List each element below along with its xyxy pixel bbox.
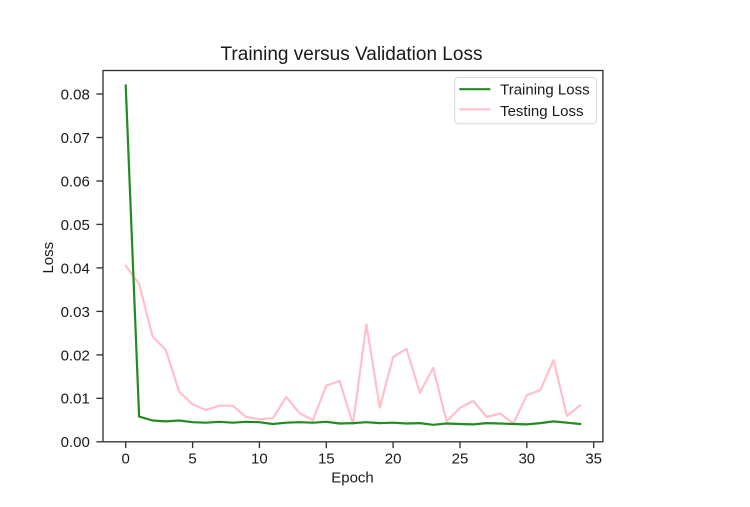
svg-text:0.07: 0.07 <box>61 130 90 147</box>
svg-text:0: 0 <box>122 450 130 467</box>
svg-text:Training versus Validation Los: Training versus Validation Loss <box>221 44 483 65</box>
svg-text:0.08: 0.08 <box>61 86 90 103</box>
svg-text:Epoch: Epoch <box>331 469 374 486</box>
svg-text:Testing Loss: Testing Loss <box>500 103 583 120</box>
svg-text:15: 15 <box>318 450 335 467</box>
svg-text:0.01: 0.01 <box>61 391 90 408</box>
svg-text:Loss: Loss <box>40 242 57 274</box>
svg-text:30: 30 <box>518 450 535 467</box>
svg-text:5: 5 <box>188 450 196 467</box>
svg-text:35: 35 <box>585 450 602 467</box>
svg-text:10: 10 <box>251 450 268 467</box>
svg-text:0.05: 0.05 <box>61 217 90 234</box>
svg-text:0.04: 0.04 <box>61 260 90 277</box>
svg-text:0.03: 0.03 <box>61 304 90 321</box>
svg-text:Training Loss: Training Loss <box>500 81 589 98</box>
svg-text:0.06: 0.06 <box>61 173 90 190</box>
svg-text:0.02: 0.02 <box>61 347 90 364</box>
svg-text:25: 25 <box>452 450 469 467</box>
svg-text:20: 20 <box>385 450 402 467</box>
svg-text:0.00: 0.00 <box>61 434 90 451</box>
